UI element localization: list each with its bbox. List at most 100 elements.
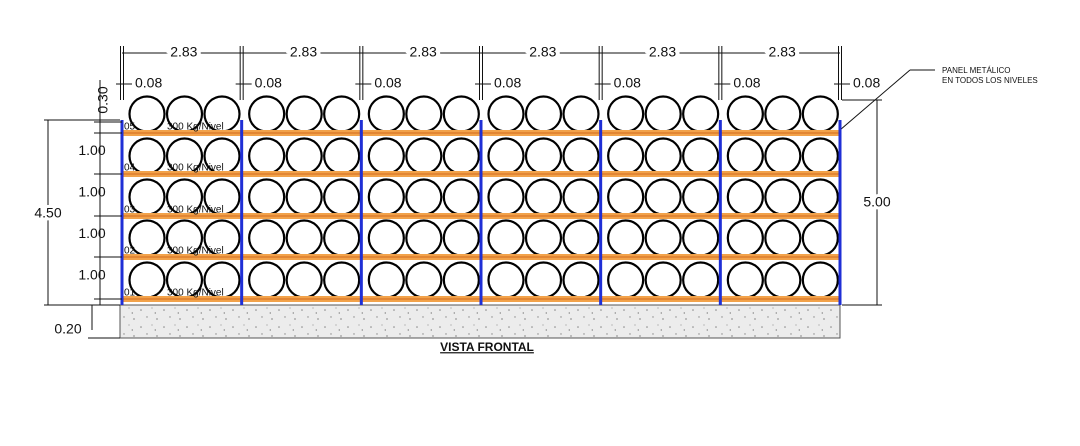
- drum: [405, 219, 443, 257]
- clearance-label: 0.08: [733, 75, 760, 91]
- drum: [801, 261, 839, 299]
- clearance-label: 0.08: [853, 75, 880, 91]
- drum: [562, 261, 600, 299]
- clearance-label: 0.08: [494, 75, 521, 91]
- drum: [764, 261, 802, 299]
- drum: [524, 137, 563, 175]
- drum: [524, 95, 563, 133]
- drum: [285, 137, 323, 175]
- drum: [487, 137, 525, 175]
- drum: [644, 178, 682, 216]
- drum: [726, 178, 764, 216]
- level-id: 01: [124, 288, 136, 299]
- floor-label: 0.20: [54, 321, 81, 337]
- drum: [248, 137, 286, 175]
- drum: [801, 178, 839, 216]
- upright: [599, 120, 603, 305]
- upright: [479, 120, 483, 305]
- top-clearance-label: 0.30: [95, 86, 111, 113]
- bay-width-label: 2.83: [529, 44, 556, 60]
- upright: [240, 120, 244, 305]
- upright: [718, 120, 722, 305]
- level-load: 300 Kg/Nivel: [167, 163, 224, 174]
- upright: [120, 120, 124, 305]
- bay-width-label: 2.83: [649, 44, 676, 60]
- drum: [285, 95, 323, 133]
- drum: [562, 178, 600, 216]
- level-id: 05: [124, 122, 136, 133]
- drum: [644, 95, 682, 133]
- drum: [607, 95, 645, 133]
- level-height-label: 1.00: [78, 267, 105, 283]
- drum: [367, 95, 405, 133]
- total-height-right-label: 5.00: [863, 194, 890, 210]
- drum: [764, 95, 802, 133]
- drum: [726, 219, 764, 257]
- drum: [764, 137, 802, 175]
- level-id: 02: [124, 246, 136, 257]
- drum: [726, 261, 764, 299]
- drum: [682, 95, 720, 133]
- drum: [442, 261, 480, 299]
- drum: [524, 178, 563, 216]
- drum: [607, 178, 645, 216]
- drum: [644, 261, 682, 299]
- drum: [682, 261, 720, 299]
- drum: [323, 219, 361, 257]
- caption: VISTA FRONTAL: [440, 340, 534, 354]
- drum: [644, 137, 682, 175]
- drum: [682, 178, 720, 216]
- drum: [801, 95, 839, 133]
- level-load: 300 Kg/Nivel: [167, 246, 224, 257]
- drum: [323, 178, 361, 216]
- drum: [323, 261, 361, 299]
- drum: [682, 219, 720, 257]
- drum: [726, 137, 764, 175]
- drum: [487, 178, 525, 216]
- clearance-label: 0.08: [374, 75, 401, 91]
- drum: [405, 137, 443, 175]
- total-height-label: 4.50: [34, 205, 61, 221]
- drum: [682, 137, 720, 175]
- drum: [248, 178, 286, 216]
- drum: [607, 137, 645, 175]
- level-height-label: 1.00: [78, 184, 105, 200]
- drum: [764, 178, 802, 216]
- note-line: EN TODOS LOS NIVELES: [942, 76, 1038, 85]
- drum: [442, 219, 480, 257]
- drum: [405, 95, 443, 133]
- drum: [442, 137, 480, 175]
- level-load: 300 Kg/Nivel: [167, 288, 224, 299]
- drum: [248, 261, 286, 299]
- drum: [801, 137, 839, 175]
- bay-width-label: 2.83: [769, 44, 796, 60]
- drum: [442, 178, 480, 216]
- drum: [442, 95, 480, 133]
- drum: [323, 95, 361, 133]
- upright: [838, 120, 842, 305]
- drum: [644, 219, 682, 257]
- drum: [801, 219, 839, 257]
- drum: [367, 137, 405, 175]
- drum: [405, 178, 443, 216]
- level-id: 03: [124, 205, 136, 216]
- drum: [285, 219, 323, 257]
- bay-width-label: 2.83: [410, 44, 437, 60]
- level-load: 300 Kg/Nivel: [167, 205, 224, 216]
- drum: [248, 95, 286, 133]
- clearance-label: 0.08: [614, 75, 641, 91]
- drum: [487, 261, 525, 299]
- drum: [248, 219, 286, 257]
- drum: [367, 219, 405, 257]
- level-load: 300 Kg/Nivel: [167, 122, 224, 133]
- drum: [607, 261, 645, 299]
- drum: [764, 219, 802, 257]
- drum: [607, 219, 645, 257]
- bay-width-label: 2.83: [290, 44, 317, 60]
- drum: [487, 95, 525, 133]
- level-height-label: 1.00: [78, 142, 105, 158]
- level-height-label: 1.00: [78, 225, 105, 241]
- drum: [562, 219, 600, 257]
- drum: [487, 219, 525, 257]
- drum: [405, 261, 443, 299]
